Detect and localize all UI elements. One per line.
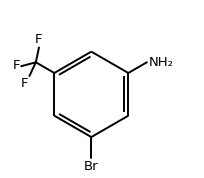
Text: F: F [21,77,29,90]
Text: F: F [35,33,43,46]
Text: F: F [12,59,20,72]
Text: Br: Br [84,160,99,173]
Text: NH₂: NH₂ [149,56,173,69]
